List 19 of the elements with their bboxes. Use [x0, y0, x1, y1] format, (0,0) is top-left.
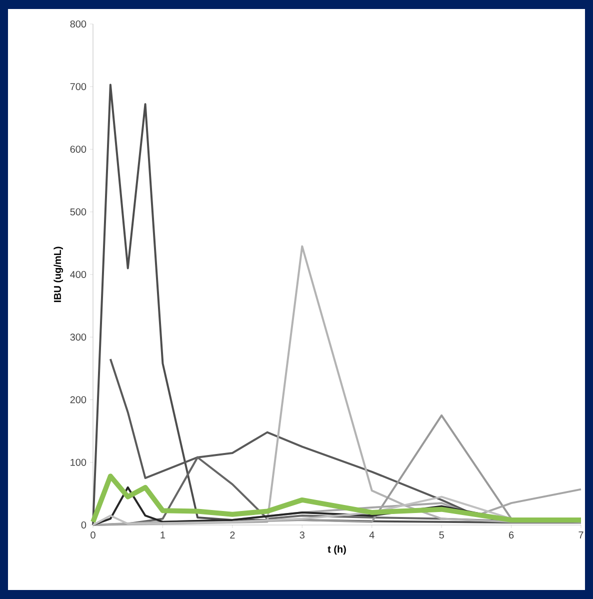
y-tick-label: 400 [70, 270, 86, 278]
x-axis-title: t (h) [328, 545, 346, 555]
y-tick-label: 700 [70, 83, 86, 90]
y-axis-title: IBU (ug/mL) [54, 246, 64, 302]
x-tick-label: 4 [369, 532, 374, 538]
x-tick-label: 2 [230, 532, 235, 538]
y-tick-label: 300 [70, 334, 86, 341]
y-tick-label: 100 [70, 458, 86, 466]
y-tick-label: 500 [70, 208, 86, 216]
y-tick-label: 200 [70, 396, 86, 404]
x-tick-label: 1 [160, 532, 166, 538]
x-tick-label: 7 [578, 532, 584, 538]
x-tick-label: 6 [509, 532, 514, 539]
x-tick-label: 3 [300, 532, 304, 539]
x-tick-label: 0 [90, 532, 96, 539]
x-tick-label: 5 [439, 532, 444, 538]
y-tick-label: 800 [70, 20, 86, 28]
y-tick-label: 0 [81, 521, 86, 529]
y-tick-label: 600 [70, 146, 86, 153]
